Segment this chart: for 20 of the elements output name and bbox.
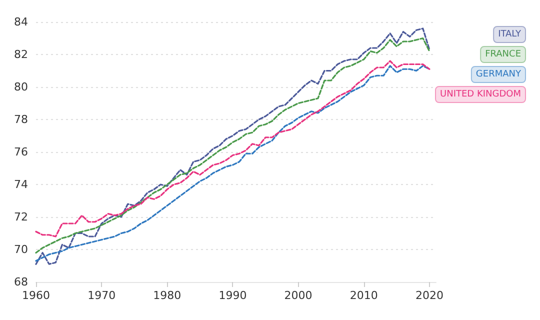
y-tick-label: 70: [14, 243, 28, 256]
text: UNITED KINGDOM: [440, 90, 522, 100]
y-tick-label: 84: [14, 16, 28, 28]
y-tick-label: 80: [14, 80, 28, 94]
y-tick-label: 74: [14, 178, 28, 191]
x-tick-label: 2000: [284, 289, 312, 302]
y-tick-label: 68: [14, 276, 28, 288]
x-tick-label: 1960: [22, 289, 50, 302]
y-tick-label: 78: [14, 113, 28, 126]
x-tick-label: 1970: [88, 289, 116, 302]
y-tick-label: 76: [14, 146, 28, 158]
x-tick-label: 1990: [218, 289, 247, 302]
x-tick-label: 2010: [350, 289, 378, 302]
text: GERMANY: [476, 70, 522, 80]
text: ITALY: [498, 30, 522, 40]
text: FRANCE: [485, 50, 522, 60]
y-tick-label: 82: [14, 48, 28, 61]
x-tick-label: 1980: [153, 289, 182, 302]
y-tick-label: 72: [14, 210, 28, 224]
x-tick-label: 2020: [415, 289, 444, 302]
